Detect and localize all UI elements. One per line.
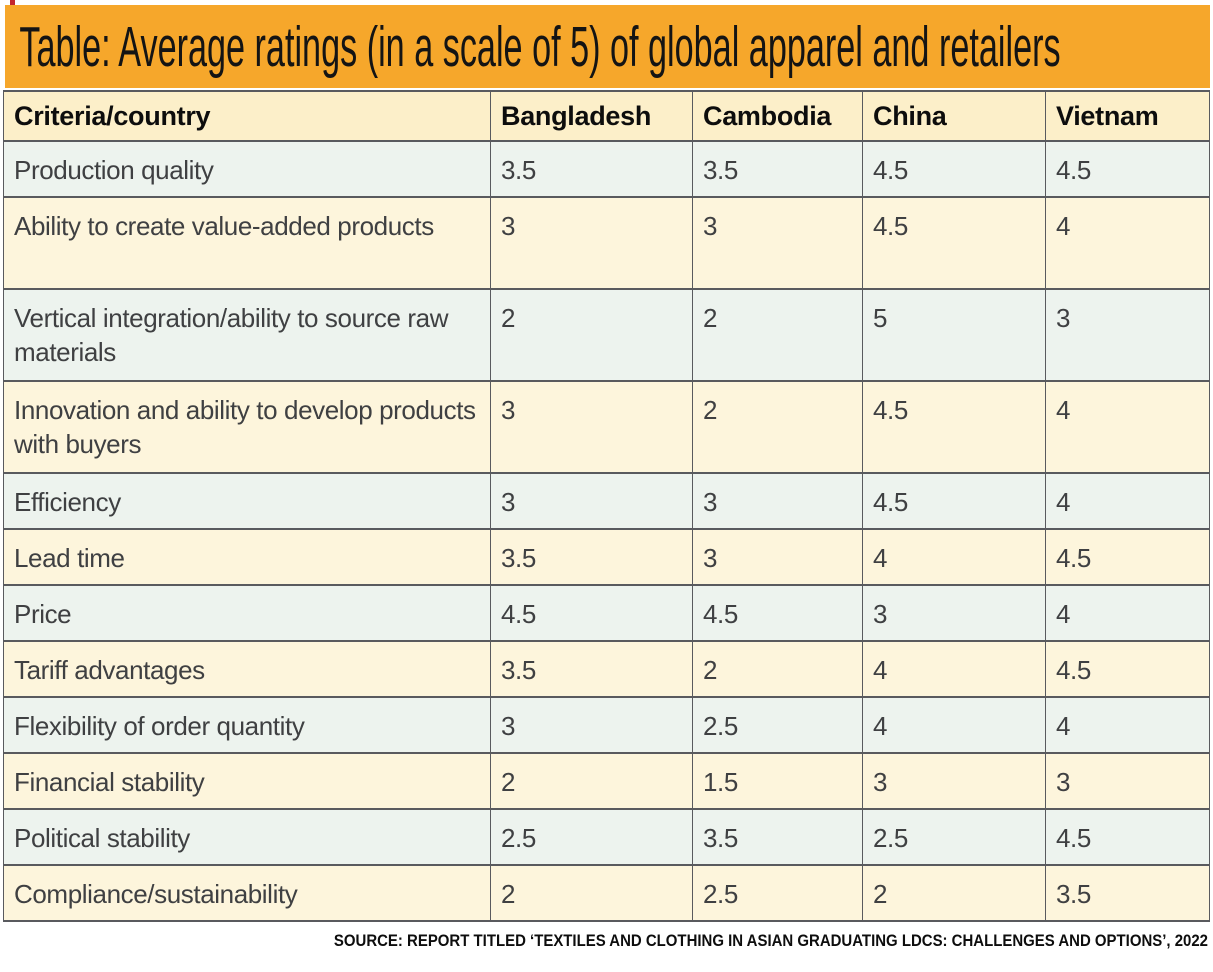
criteria-cell: Price <box>3 584 491 642</box>
criteria-cell: Production quality <box>3 140 491 198</box>
rating-value-cell: 4.5 <box>490 584 693 642</box>
criteria-cell: Financial stability <box>3 752 491 810</box>
rating-value-cell: 4 <box>1045 196 1210 290</box>
criteria-cell: Political stability <box>3 808 491 866</box>
rating-value-cell: 4.5 <box>1045 528 1210 586</box>
rating-value-cell: 3 <box>490 380 693 474</box>
rating-value-cell: 2 <box>490 752 693 810</box>
table-row: Compliance/sustainability 2 2.5 2 3.5 <box>3 864 1210 922</box>
rating-value-cell: 3 <box>490 696 693 754</box>
rating-value-cell: 2.5 <box>862 808 1046 866</box>
criteria-cell: Vertical integration/ability to source r… <box>3 288 491 382</box>
rating-value-cell: 4 <box>862 528 1046 586</box>
rating-value-cell: 5 <box>862 288 1046 382</box>
rating-value-cell: 2 <box>862 864 1046 922</box>
rating-value-cell: 4.5 <box>862 380 1046 474</box>
column-header-cambodia: Cambodia <box>692 90 863 142</box>
ratings-table: Criteria/country Bangladesh Cambodia Chi… <box>3 90 1210 922</box>
rating-value-cell: 2.5 <box>490 808 693 866</box>
red-fragment-decoration <box>10 0 15 8</box>
rating-value-cell: 4.5 <box>862 472 1046 530</box>
table-row: Efficiency 3 3 4.5 4 <box>3 472 1210 530</box>
rating-value-cell: 4 <box>1045 380 1210 474</box>
table-row: Financial stability 2 1.5 3 3 <box>3 752 1210 810</box>
rating-value-cell: 4.5 <box>862 140 1046 198</box>
table-row: Price 4.5 4.5 3 4 <box>3 584 1210 642</box>
criteria-cell: Ability to create value-added products <box>3 196 491 290</box>
criteria-cell: Lead time <box>3 528 491 586</box>
rating-value-cell: 3 <box>692 472 863 530</box>
column-header-criteria: Criteria/country <box>3 90 491 142</box>
criteria-cell: Compliance/sustainability <box>3 864 491 922</box>
rating-value-cell: 3 <box>692 528 863 586</box>
rating-value-cell: 4.5 <box>1045 808 1210 866</box>
rating-value-cell: 4.5 <box>862 196 1046 290</box>
rating-value-cell: 2.5 <box>692 864 863 922</box>
rating-value-cell: 4 <box>1045 584 1210 642</box>
rating-value-cell: 3 <box>490 196 693 290</box>
table-header: Criteria/country Bangladesh Cambodia Chi… <box>3 90 1210 142</box>
rating-value-cell: 4.5 <box>1045 640 1210 698</box>
title-bar: Table: Average ratings (in a scale of 5)… <box>5 5 1210 88</box>
rating-value-cell: 3 <box>692 196 863 290</box>
rating-value-cell: 2 <box>490 864 693 922</box>
rating-value-cell: 2 <box>692 380 863 474</box>
column-header-vietnam: Vietnam <box>1045 90 1210 142</box>
table-row: Production quality 3.5 3.5 4.5 4.5 <box>3 140 1210 198</box>
rating-value-cell: 2 <box>692 288 863 382</box>
rating-value-cell: 3 <box>862 584 1046 642</box>
rating-value-cell: 4 <box>862 640 1046 698</box>
rating-value-cell: 3.5 <box>692 140 863 198</box>
column-header-bangladesh: Bangladesh <box>490 90 693 142</box>
rating-value-cell: 3 <box>1045 752 1210 810</box>
rating-value-cell: 3.5 <box>1045 864 1210 922</box>
criteria-cell: Innovation and ability to develop produc… <box>3 380 491 474</box>
rating-value-cell: 4 <box>1045 472 1210 530</box>
rating-value-cell: 2 <box>490 288 693 382</box>
table-row: Political stability 2.5 3.5 2.5 4.5 <box>3 808 1210 866</box>
column-header-china: China <box>862 90 1046 142</box>
source-credit: SOURCE: REPORT TITLED ‘TEXTILES AND CLOT… <box>333 931 1208 950</box>
table-row: Innovation and ability to develop produc… <box>3 380 1210 474</box>
rating-value-cell: 4.5 <box>1045 140 1210 198</box>
rating-value-cell: 4 <box>1045 696 1210 754</box>
criteria-cell: Tariff advantages <box>3 640 491 698</box>
table-row: Flexibility of order quantity 3 2.5 4 4 <box>3 696 1210 754</box>
rating-value-cell: 3.5 <box>490 640 693 698</box>
rating-value-cell: 4 <box>862 696 1046 754</box>
rating-value-cell: 3 <box>862 752 1046 810</box>
table-row: Ability to create value-added products 3 3… <box>3 196 1210 290</box>
rating-value-cell: 3.5 <box>692 808 863 866</box>
header-row: Criteria/country Bangladesh Cambodia Chi… <box>3 90 1210 142</box>
rating-value-cell: 3.5 <box>490 528 693 586</box>
table-body: Production quality 3.5 3.5 4.5 4.5 Ability to… <box>3 140 1210 922</box>
table-row: Lead time 3.5 3 4 4.5 <box>3 528 1210 586</box>
rating-value-cell: 3.5 <box>490 140 693 198</box>
rating-value-cell: 3 <box>490 472 693 530</box>
table-row: Vertical integration/ability to source r… <box>3 288 1210 382</box>
rating-value-cell: 4.5 <box>692 584 863 642</box>
criteria-cell: Efficiency <box>3 472 491 530</box>
table-title: Table: Average ratings (in a scale of 5)… <box>19 14 1061 79</box>
rating-value-cell: 3 <box>1045 288 1210 382</box>
rating-value-cell: 1.5 <box>692 752 863 810</box>
rating-value-cell: 2.5 <box>692 696 863 754</box>
criteria-cell: Flexibility of order quantity <box>3 696 491 754</box>
rating-value-cell: 2 <box>692 640 863 698</box>
table-row: Tariff advantages 3.5 2 4 4.5 <box>3 640 1210 698</box>
